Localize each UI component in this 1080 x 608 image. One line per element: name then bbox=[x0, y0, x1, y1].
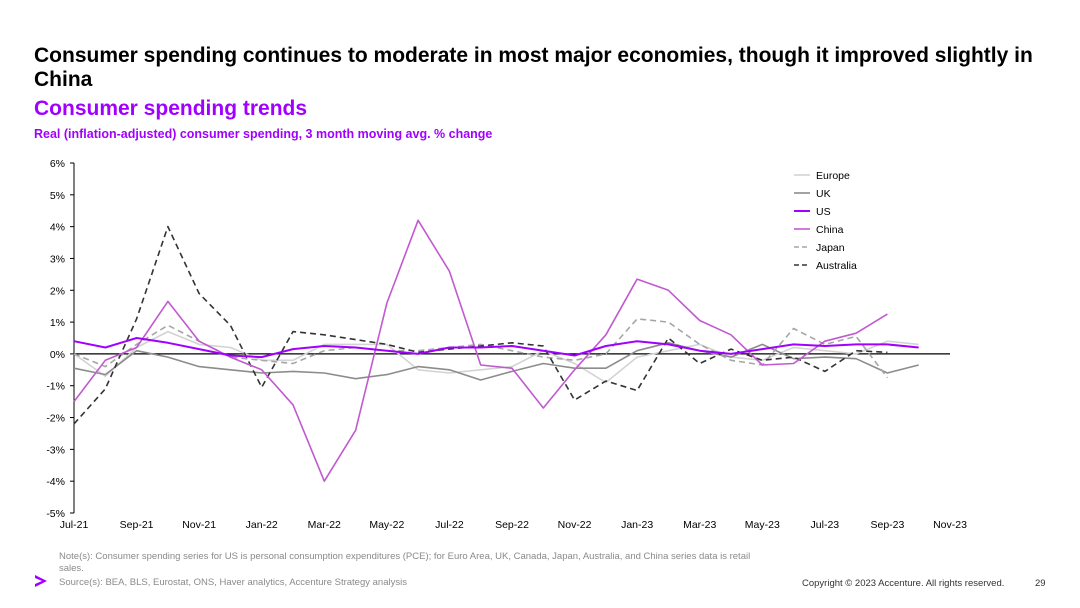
x-tick-label: Nov-21 bbox=[182, 519, 216, 531]
legend-label-australia: Australia bbox=[816, 260, 857, 272]
x-tick-label: Sep-22 bbox=[495, 519, 529, 531]
legend-label-europe: Europe bbox=[816, 170, 850, 182]
y-tick-label: 1% bbox=[50, 317, 65, 329]
series-line-uk bbox=[73, 342, 919, 381]
y-tick-label: -2% bbox=[46, 413, 65, 425]
y-tick-label: -5% bbox=[46, 508, 65, 520]
x-tick-label: Jul-21 bbox=[60, 519, 89, 531]
y-tick-label: -3% bbox=[46, 444, 65, 456]
series-line-australia bbox=[73, 225, 888, 425]
x-tick-label: Mar-22 bbox=[308, 519, 341, 531]
page-title: Consumer spending continues to moderate … bbox=[34, 44, 1033, 91]
x-tick-label: Mar-23 bbox=[683, 519, 716, 531]
y-tick-label: 2% bbox=[50, 285, 65, 297]
y-tick-label: 0% bbox=[50, 349, 65, 361]
y-tick-label: -4% bbox=[46, 476, 65, 488]
chart-caption: Real (inflation-adjusted) consumer spend… bbox=[34, 127, 493, 141]
legend-label-japan: Japan bbox=[816, 242, 845, 254]
legend-label-us: US bbox=[816, 206, 831, 218]
x-tick-label: May-23 bbox=[745, 519, 780, 531]
legend-label-uk: UK bbox=[816, 188, 831, 200]
y-tick-label: 4% bbox=[50, 222, 65, 234]
series-line-china bbox=[73, 219, 888, 482]
copyright: Copyright © 2023 Accenture. All rights r… bbox=[802, 578, 1005, 589]
y-tick-label: 5% bbox=[50, 190, 65, 202]
x-tick-label: Nov-22 bbox=[558, 519, 592, 531]
x-tick-label: Sep-23 bbox=[870, 519, 904, 531]
x-tick-label: Nov-23 bbox=[933, 519, 967, 531]
x-tick-label: Jul-22 bbox=[435, 519, 464, 531]
y-tick-label: -1% bbox=[46, 381, 65, 393]
y-tick-label: 6% bbox=[50, 158, 65, 170]
series-line-us bbox=[73, 337, 919, 359]
x-tick-label: May-22 bbox=[369, 519, 404, 531]
accenture-logo-icon bbox=[35, 575, 47, 587]
x-tick-label: Jul-23 bbox=[811, 519, 840, 531]
footnote-source: Source(s): BEA, BLS, Eurostat, ONS, Have… bbox=[59, 577, 407, 588]
chart-subtitle: Consumer spending trends bbox=[34, 97, 308, 120]
footnote-note: Note(s): Consumer spending series for US… bbox=[59, 551, 751, 574]
legend-label-china: China bbox=[816, 224, 844, 236]
series-line-europe bbox=[73, 330, 919, 384]
x-tick-label: Jan-22 bbox=[246, 519, 278, 531]
x-tick-label: Sep-21 bbox=[120, 519, 154, 531]
x-tick-label: Jan-23 bbox=[621, 519, 653, 531]
page-number: 29 bbox=[1035, 578, 1046, 589]
y-tick-label: 3% bbox=[50, 253, 65, 265]
